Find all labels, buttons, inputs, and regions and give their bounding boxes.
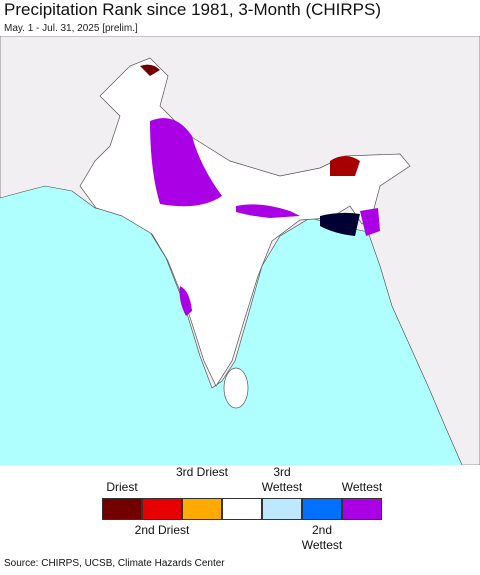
wet-area bbox=[236, 204, 300, 218]
subtitle: May. 1 - Jul. 31, 2025 [prelim.] bbox=[4, 23, 138, 34]
dry-area bbox=[330, 156, 360, 176]
wet-area bbox=[360, 208, 380, 236]
map bbox=[0, 36, 480, 465]
legend-swatch bbox=[302, 498, 342, 520]
legend-label: 3rd Wettest bbox=[261, 465, 303, 494]
legend-swatch bbox=[182, 498, 222, 520]
dry-area bbox=[140, 64, 160, 76]
legend-label: 2nd Wettest bbox=[301, 523, 343, 552]
legend-label: Wettest bbox=[341, 480, 383, 494]
source: Source: CHIRPS, UCSB, Climate Hazards Ce… bbox=[4, 558, 225, 569]
legend-label: 3rd Driest bbox=[175, 465, 228, 479]
sri-lanka bbox=[223, 367, 249, 409]
wet-area bbox=[179, 286, 192, 316]
legend: Driest 2nd Driest 3rd Driest 3rd Wettest 2nd… bbox=[0, 465, 480, 555]
legend-swatch bbox=[222, 498, 262, 520]
title: Precipitation Rank since 1981, 3-Month (… bbox=[4, 0, 381, 19]
legend-label: 2nd Driest bbox=[134, 523, 190, 537]
legend-swatch bbox=[102, 498, 142, 520]
legend-swatch bbox=[342, 498, 382, 520]
legend-swatch bbox=[262, 498, 302, 520]
legend-label: Driest bbox=[106, 480, 138, 494]
wet-area bbox=[150, 118, 222, 207]
wet-area bbox=[320, 212, 360, 236]
legend-swatch bbox=[142, 498, 182, 520]
